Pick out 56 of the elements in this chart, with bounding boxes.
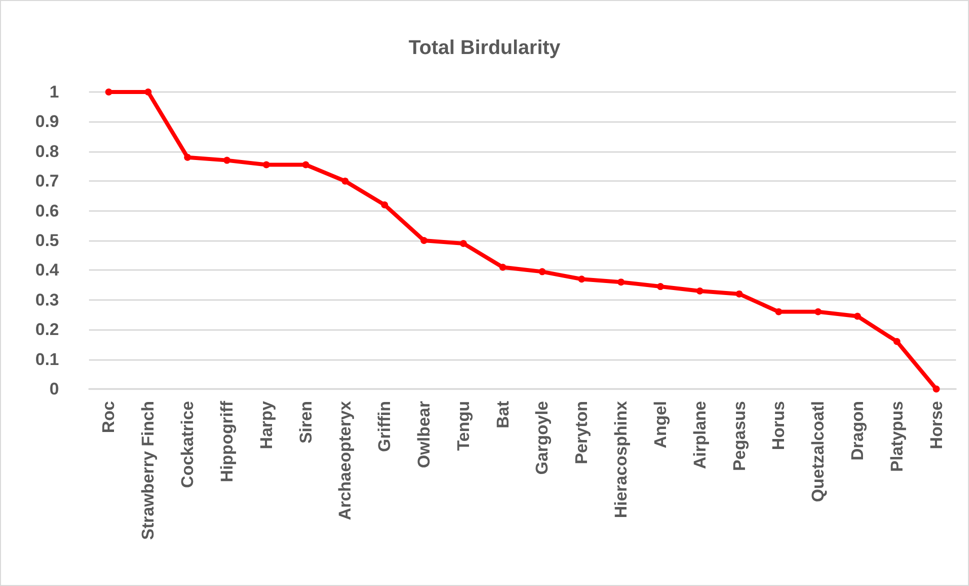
y-tick-label: 1 [50, 82, 59, 102]
x-tick-label: Angel [650, 401, 670, 448]
x-tick-label: Peryton [572, 401, 592, 464]
y-tick-label: 0.4 [35, 260, 60, 280]
x-tick-label: Dragon [848, 401, 867, 460]
x-tick-label: Horus [769, 401, 788, 450]
x-tick-label: Hieracosphinx [612, 400, 631, 518]
x-tick-label: Roc [99, 401, 118, 434]
x-tick-label: Platypus [887, 401, 906, 472]
chart-title: Total Birdularity [408, 37, 562, 59]
point [144, 88, 152, 96]
y-tick-label: 0.9 [35, 112, 59, 132]
x-tick-label: Archaeopteryx [336, 400, 355, 520]
x-tick-label: Bat [493, 400, 512, 428]
point [105, 88, 112, 96]
x-tick-label: Tengu [454, 401, 473, 451]
x-tick-label: Cockatrice [178, 401, 198, 488]
x-tick-label: Griffin [375, 401, 394, 452]
x-tick-label: Hippogriff [217, 400, 236, 482]
point [814, 308, 822, 316]
point [499, 264, 506, 271]
x-tick-label: Owlbear [414, 400, 434, 468]
point [302, 161, 310, 168]
point [775, 308, 782, 316]
x-tick-label: Gargoyle [532, 401, 552, 475]
y-tick-label: 0.3 [35, 290, 59, 310]
x-tick-label: Pegasus [730, 401, 749, 471]
point [696, 287, 704, 294]
point [618, 278, 625, 286]
y-tick-label: 0.2 [35, 320, 59, 340]
point [578, 276, 586, 283]
point [460, 240, 467, 247]
x-tick-label: Airplane [690, 401, 710, 470]
x-tick-label: Horse [926, 401, 946, 450]
x-tick-label: Siren [296, 401, 316, 444]
point [420, 237, 428, 244]
point [932, 386, 940, 392]
point [342, 178, 349, 185]
y-tick-label: 0 [50, 380, 59, 398]
point [538, 268, 546, 276]
point [184, 154, 192, 161]
point [223, 156, 230, 164]
point [262, 161, 270, 168]
point [656, 283, 664, 290]
y-tick-label: 0.6 [35, 201, 59, 220]
x-tick-label: Quetzalcoatl [808, 401, 828, 502]
point [381, 201, 388, 208]
x-tick-label: Harpy [256, 400, 276, 450]
x-tick-label: Strawberry Finch [138, 401, 158, 540]
point [736, 290, 743, 298]
point [854, 312, 861, 320]
point [893, 338, 900, 345]
y-tick-label: 0.1 [35, 350, 59, 369]
y-tick-label: 0.8 [35, 142, 59, 161]
y-tick-label: 0.5 [35, 231, 59, 250]
y-tick-label: 0.7 [35, 172, 59, 191]
